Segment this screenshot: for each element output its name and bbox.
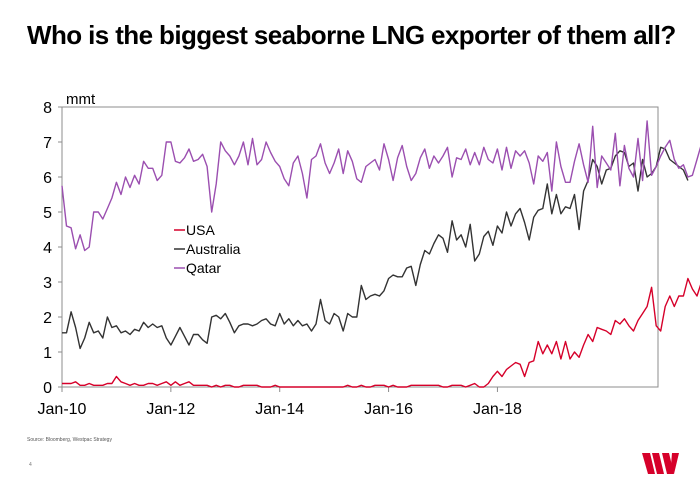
legend-label-usa: USA bbox=[186, 222, 215, 238]
series-line-usa bbox=[62, 277, 700, 388]
y-tick-label: 6 bbox=[43, 170, 52, 187]
x-tick-label: Jan-10 bbox=[38, 401, 87, 418]
page-number: 4 bbox=[29, 462, 32, 468]
y-tick-label: 1 bbox=[43, 345, 52, 362]
top-rule bbox=[0, 0, 700, 3]
x-tick-label: Jan-16 bbox=[364, 401, 413, 418]
y-tick-label: 7 bbox=[43, 135, 52, 152]
source-note: Source: Bloomberg, Westpac Strategy bbox=[27, 437, 112, 443]
y-tick-label: 5 bbox=[43, 205, 52, 222]
y-tick-label: 4 bbox=[43, 240, 52, 257]
x-tick-label: Jan-12 bbox=[146, 401, 195, 418]
x-tick-label: Jan-18 bbox=[473, 401, 522, 418]
legend-label-qatar: Qatar bbox=[186, 260, 221, 276]
westpac-logo-icon bbox=[642, 453, 679, 474]
series-line-qatar bbox=[61, 120, 700, 252]
y-tick-label: 0 bbox=[43, 380, 52, 397]
series-line-australia bbox=[62, 146, 689, 350]
legend-label-australia: Australia bbox=[186, 241, 241, 257]
plot-frame bbox=[61, 106, 659, 388]
y-tick-label: 8 bbox=[43, 100, 52, 117]
y-axis-unit-label: mmt bbox=[66, 91, 96, 108]
y-tick-label: 2 bbox=[43, 310, 52, 327]
x-tick-label: Jan-14 bbox=[255, 401, 304, 418]
page-title: Who is the biggest seaborne LNG exporter… bbox=[27, 20, 676, 50]
y-tick-label: 3 bbox=[43, 275, 52, 292]
